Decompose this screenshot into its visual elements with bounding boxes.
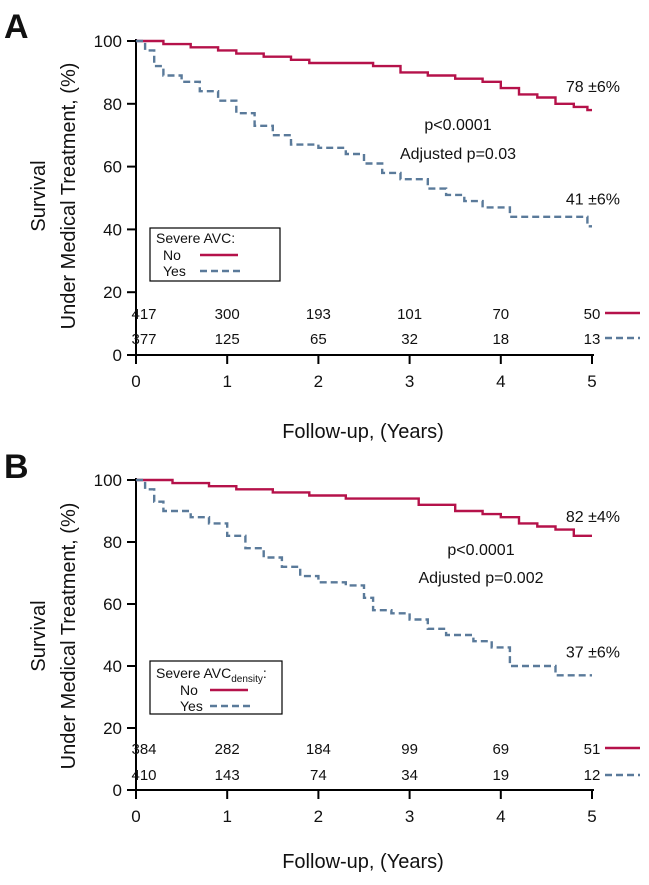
x-tick-label: 4 (496, 372, 505, 391)
risk-count-no: 300 (215, 306, 240, 323)
risk-count-yes: 32 (401, 331, 418, 348)
legend: Severe AVCdensity: No Yes (149, 660, 283, 715)
end-survival-label-yes: 37 ±6% (566, 644, 620, 661)
x-tick-label: 4 (496, 807, 505, 826)
legend-label-no: No (180, 682, 198, 698)
y-tick-label: 60 (103, 158, 122, 177)
legend-title: Severe AVCdensity: (156, 665, 267, 685)
series-line-no (136, 478, 592, 537)
risk-count-no: 51 (584, 741, 601, 758)
risk-count-yes: 410 (131, 767, 156, 784)
p-value-annotation: p<0.0001 (447, 542, 514, 559)
x-tick-label: 1 (222, 372, 231, 391)
risk-count-yes: 143 (215, 767, 240, 784)
risk-count-yes: 377 (131, 331, 156, 348)
y-axis-label-line1: Survival (28, 160, 50, 231)
x-tick-label: 2 (314, 807, 323, 826)
end-survival-label-no: 78 ±6% (566, 79, 620, 96)
risk-count-no: 50 (584, 306, 601, 323)
risk-count-yes: 74 (310, 767, 327, 784)
p-value-annotation: p<0.0001 (424, 117, 491, 134)
end-survival-label-yes: 41 ±6% (566, 191, 620, 208)
y-tick-label: 0 (113, 781, 122, 800)
y-tick-label: 40 (103, 657, 122, 676)
legend: Severe AVC: No Yes (149, 227, 281, 282)
risk-count-no: 69 (492, 741, 509, 758)
x-tick-label: 2 (314, 372, 323, 391)
x-axis-label: Follow-up, (Years) (282, 851, 444, 873)
risk-count-no: 417 (131, 306, 156, 323)
risk-count-no: 184 (306, 741, 331, 758)
risk-count-no: 193 (306, 306, 331, 323)
y-tick-label: 40 (103, 220, 122, 239)
risk-count-no: 70 (492, 306, 509, 323)
risk-count-yes: 18 (492, 331, 509, 348)
y-tick-label: 0 (113, 346, 122, 365)
panel-label: A (4, 8, 29, 46)
panel-label: B (4, 448, 29, 486)
x-tick-label: 0 (131, 807, 140, 826)
adjusted-p-annotation: Adjusted p=0.002 (419, 570, 544, 587)
y-tick-label: 20 (103, 283, 122, 302)
risk-count-yes: 34 (401, 767, 418, 784)
y-axis-label-line2: Under Medical Treatment, (%) (58, 503, 80, 770)
risk-count-yes: 12 (584, 767, 601, 784)
x-tick-label: 3 (405, 372, 414, 391)
risk-count-yes: 13 (584, 331, 601, 348)
y-tick-label: 100 (94, 32, 122, 51)
y-tick-label: 100 (94, 471, 122, 490)
y-tick-label: 80 (103, 95, 122, 114)
series-line-yes (136, 478, 592, 677)
legend-title: Severe AVC: (156, 230, 235, 246)
y-axis-label-line2: Under Medical Treatment, (%) (58, 63, 80, 330)
legend-label-no: No (163, 247, 181, 263)
y-axis-label-line1: Survival (28, 600, 50, 671)
legend-label-yes: Yes (180, 698, 203, 714)
x-tick-label: 5 (587, 807, 596, 826)
x-tick-label: 3 (405, 807, 414, 826)
series-line-no (136, 39, 592, 112)
y-tick-label: 20 (103, 719, 122, 738)
risk-count-no: 99 (401, 741, 418, 758)
risk-count-no: 101 (397, 306, 422, 323)
risk-count-no: 282 (215, 741, 240, 758)
x-axis-label: Follow-up, (Years) (282, 421, 444, 443)
x-tick-label: 1 (222, 807, 231, 826)
legend-label-yes: Yes (163, 263, 186, 279)
panel-b: B Survival Under Medical Treatment, (%) … (4, 448, 640, 873)
risk-count-no: 384 (131, 741, 156, 758)
y-tick-label: 80 (103, 533, 122, 552)
risk-count-yes: 125 (215, 331, 240, 348)
panel-a: A Survival Under Medical Treatment, (%) … (4, 8, 640, 443)
x-tick-label: 5 (587, 372, 596, 391)
x-tick-label: 0 (131, 372, 140, 391)
risk-count-yes: 65 (310, 331, 327, 348)
end-survival-label-no: 82 ±4% (566, 509, 620, 526)
adjusted-p-annotation: Adjusted p=0.03 (400, 146, 516, 163)
risk-count-yes: 19 (492, 767, 509, 784)
series-line-yes (136, 39, 592, 228)
y-tick-label: 60 (103, 595, 122, 614)
